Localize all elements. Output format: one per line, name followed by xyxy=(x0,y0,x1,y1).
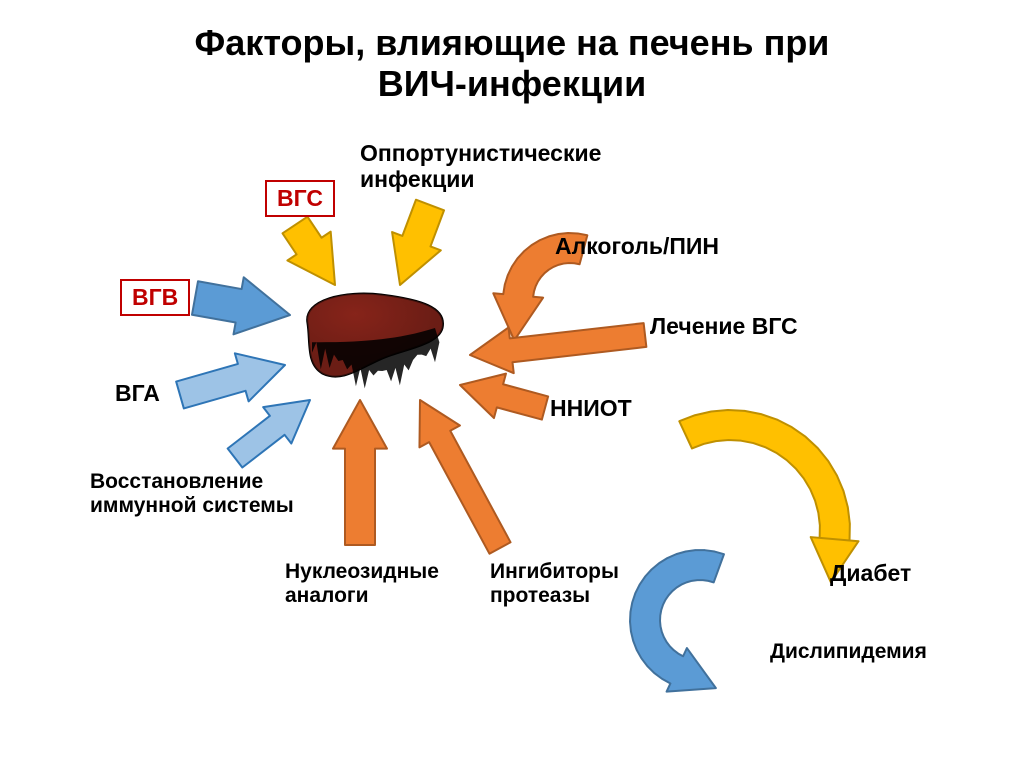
label-protease: Ингибиторы протеазы xyxy=(490,560,619,608)
label-vga: ВГА xyxy=(115,380,160,406)
label-opportunistic: Оппортунистические инфекции xyxy=(360,140,601,193)
label-nniot: ННИОТ xyxy=(550,395,632,421)
a-vga xyxy=(176,353,285,408)
a-opp xyxy=(392,200,444,285)
a-nuke xyxy=(333,400,387,545)
label-alcohol: Алкоголь/ПИН xyxy=(555,233,719,259)
label-diabetes: Диабет xyxy=(830,560,911,586)
a-immune xyxy=(228,400,310,467)
a-lecvgs xyxy=(470,323,646,373)
a-prot xyxy=(419,400,510,554)
c-dys xyxy=(630,550,724,691)
label-immune-restore: Восстановление иммунной системы xyxy=(90,470,294,518)
label-vgs-box: ВГС xyxy=(265,180,335,217)
label-vgs-treatment: Лечение ВГС xyxy=(650,313,798,339)
label-dyslipidemia: Дислипидемия xyxy=(770,640,927,664)
a-vgv xyxy=(192,277,290,334)
label-nucleoside: Нуклеозидные аналоги xyxy=(285,560,439,608)
a-nniot xyxy=(460,374,548,420)
a-vgs xyxy=(283,217,335,285)
label-vgv-box: ВГВ xyxy=(120,279,190,316)
